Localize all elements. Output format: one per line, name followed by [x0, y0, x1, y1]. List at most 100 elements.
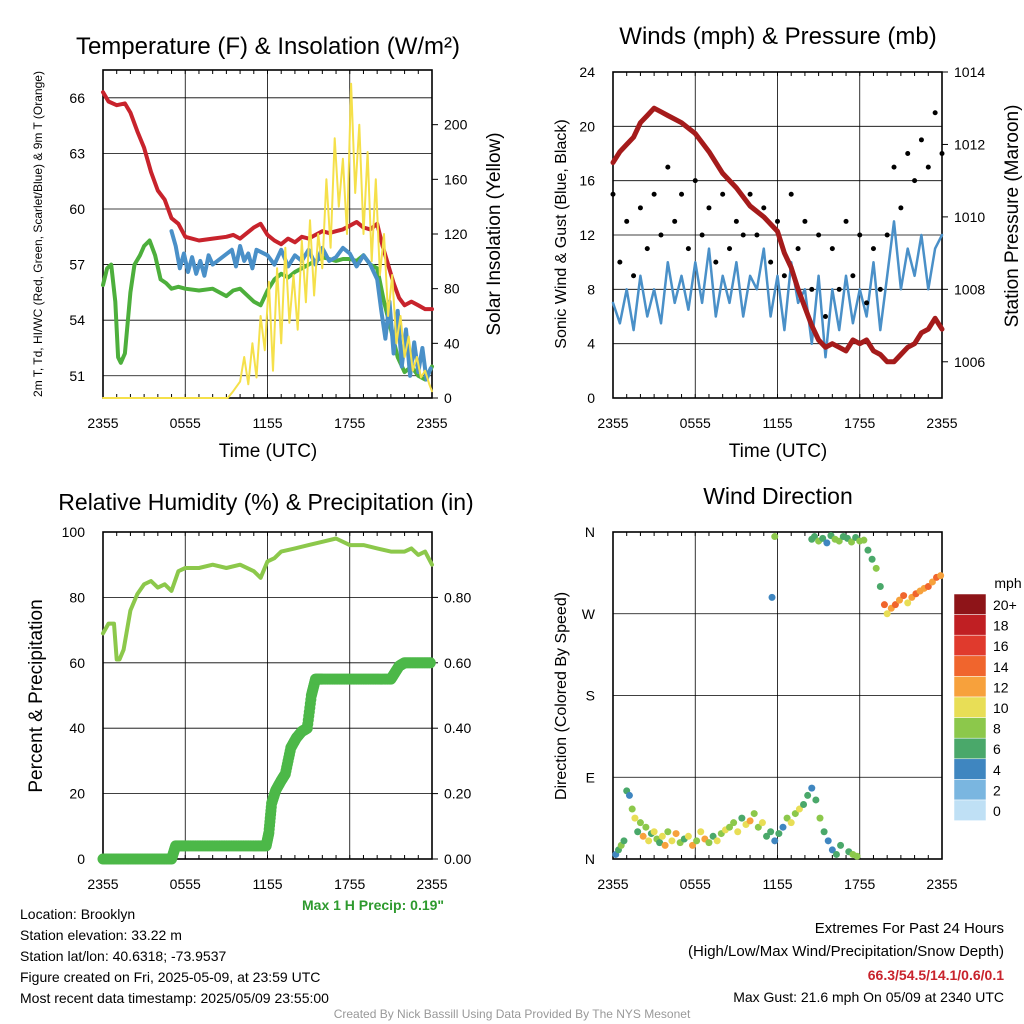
dir-point [779, 823, 787, 831]
dir-point [625, 791, 633, 799]
dir-point [754, 823, 762, 831]
dir-point [876, 583, 884, 590]
wind-gust-point [843, 218, 849, 224]
dir-point [758, 819, 766, 827]
dir-xtick-label: 2355 [926, 876, 957, 892]
dir-legend-label: 16 [993, 638, 1009, 654]
wind-gust-point [637, 205, 643, 211]
dir-point [668, 837, 676, 845]
extremes-subtitle: (High/Low/Max Wind/Precipitation/Snow De… [688, 943, 1004, 960]
dir-point [768, 593, 776, 601]
temp-xlabel: Time (UTC) [219, 441, 318, 462]
wind-gust-point [898, 205, 904, 211]
rh-ytick-label: 40 [69, 720, 85, 736]
wind-gust-point [761, 205, 767, 211]
dir-point [891, 601, 899, 609]
temp-title: Temperature (F) & Insolation (W/m²) [76, 33, 460, 60]
rh-y2tick-label: 0.00 [444, 851, 471, 867]
temp-xtick-label: 2355 [416, 415, 447, 431]
temp-xtick-label: 0555 [170, 415, 201, 431]
dir-point [693, 837, 701, 845]
wind-gust-point [822, 314, 828, 319]
wind-gust-point [658, 232, 664, 238]
wind-gust-point [925, 164, 931, 170]
wind-ylabel: Sonic Wind & Gust (Blue, Black) [553, 119, 570, 348]
dir-point [868, 555, 876, 563]
dir-point [819, 534, 827, 542]
temp-ytick-label: 66 [69, 90, 85, 106]
credit-text: Created By Nick Bassill Using Data Provi… [333, 1007, 691, 1021]
dir-legend-swatch [953, 676, 987, 698]
dir-point [928, 578, 936, 586]
wind-gust-point [713, 259, 719, 265]
wind-gust-point [699, 232, 705, 238]
dir-point [713, 837, 721, 845]
dir-point [689, 841, 697, 849]
dir-point [853, 852, 861, 860]
dir-point [787, 819, 795, 827]
dir-legend-label: 4 [993, 762, 1001, 778]
dir-point [860, 536, 868, 544]
dir-point [783, 814, 791, 822]
rh-xtick-label: 1755 [334, 876, 365, 892]
temp-y2tick-label: 40 [444, 335, 460, 351]
dir-legend-label: 8 [993, 721, 1001, 737]
dir-ytick-label: N [585, 524, 595, 540]
rh-ytick-label: 80 [69, 589, 85, 605]
dir-point [645, 837, 653, 845]
dir-point [672, 830, 680, 838]
dir-point [763, 832, 771, 840]
wind-gust-point [720, 191, 726, 197]
dir-point [800, 801, 808, 808]
dir-point [684, 832, 692, 840]
dir-point [896, 596, 904, 604]
wind-ytick-label: 0 [587, 390, 595, 406]
temp-xtick-label: 1755 [334, 415, 365, 431]
wind-ytick-label: 24 [579, 64, 595, 80]
wind-ytick-label: 12 [579, 227, 595, 243]
rh-title: Relative Humidity (%) & Precipitation (i… [58, 489, 473, 515]
wind-gust-point [836, 286, 842, 292]
dir-point [636, 819, 644, 827]
wind-gust-point [706, 205, 712, 211]
wind-gust-point [685, 246, 691, 252]
dir-point [738, 814, 746, 822]
dir-point [750, 810, 758, 818]
wind-gust-point [665, 164, 671, 170]
wind-xtick-label: 1155 [762, 415, 792, 431]
temp-xtick-label: 2355 [87, 415, 118, 431]
dir-legend-label: 10 [993, 700, 1009, 716]
dir-xtick-label: 1755 [844, 876, 875, 892]
latlon-text: Station lat/lon: 40.6318; -73.9537 [20, 948, 227, 964]
dir-point [804, 791, 812, 799]
dir-point [658, 832, 666, 840]
dir-legend-swatch [953, 634, 987, 657]
wind-y2tick-label: 1008 [954, 281, 985, 297]
wind-gust-point [795, 246, 801, 252]
rh-precip-point [424, 657, 436, 669]
rh-ytick-label: 20 [69, 786, 85, 802]
wind-ytick-label: 4 [587, 336, 595, 352]
dir-point [824, 837, 832, 845]
dir-legend-swatch [953, 655, 987, 677]
dir-point [832, 850, 840, 858]
wind-gust-point [816, 232, 822, 238]
wind-gust-point [891, 164, 897, 170]
rh-ylabel: Percent & Precipitation [26, 599, 47, 792]
temp-ytick-label: 57 [69, 257, 85, 273]
wind-gust-point [932, 110, 938, 116]
temp-series-yellow [102, 82, 433, 399]
wind-gust-point [651, 191, 657, 197]
temp-ytick-label: 51 [69, 368, 85, 384]
dir-point [848, 538, 856, 546]
temp-ytick-label: 60 [69, 201, 85, 217]
temp-y2tick-label: 120 [444, 226, 468, 242]
wind-xtick-label: 0555 [680, 415, 711, 431]
dir-point [628, 805, 636, 813]
temp-series-blue [169, 229, 433, 382]
wind-y2tick-label: 1012 [954, 136, 985, 152]
wind-gust-point [870, 246, 876, 252]
dir-legend-label: 6 [993, 741, 1001, 757]
rh-xtick-label: 0555 [170, 876, 201, 892]
temp-y2tick-label: 0 [444, 390, 452, 406]
